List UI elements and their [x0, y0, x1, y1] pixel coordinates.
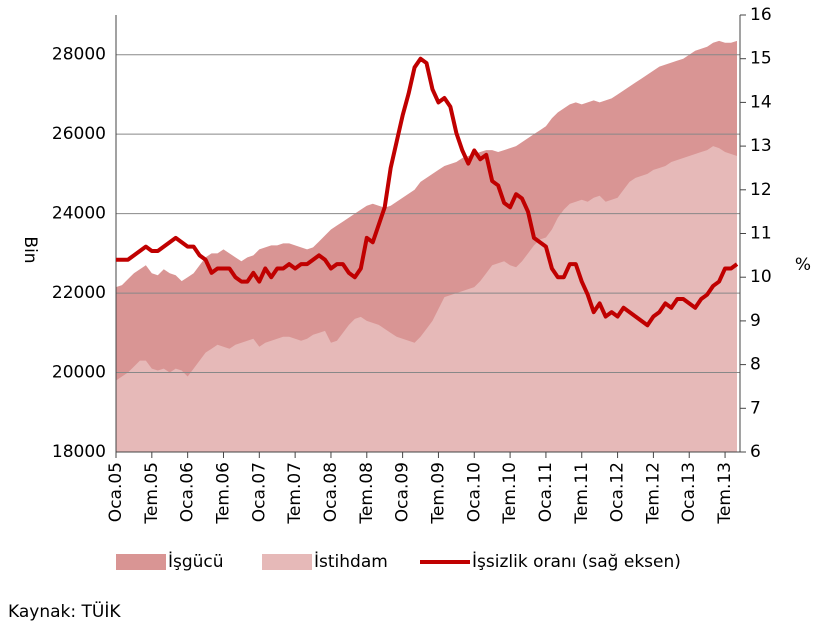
- y2-tick-label: 10: [750, 267, 772, 287]
- x-tick-label: Tem.12: [643, 462, 663, 525]
- x-tick-label: Oca.12: [608, 462, 628, 522]
- y2-tick-label: 6: [750, 442, 761, 462]
- y-tick-label: 18000: [52, 442, 106, 462]
- x-tick-label: Oca.13: [679, 462, 699, 522]
- y2-tick-label: 9: [750, 311, 761, 331]
- x-tick-label: Tem.11: [572, 462, 592, 525]
- x-tick-label: Oca.11: [536, 462, 556, 522]
- legend-label: İşgücü: [168, 551, 224, 572]
- y-tick-label: 26000: [52, 124, 106, 144]
- y2-tick-label: 14: [750, 92, 772, 112]
- legend-label: İstihdam: [314, 551, 388, 572]
- x-tick-label: Oca.09: [393, 462, 413, 522]
- source-note: Kaynak: TÜİK: [8, 600, 121, 622]
- y-tick-label: 22000: [52, 283, 106, 303]
- x-tick-label: Oca.07: [249, 462, 269, 522]
- x-tick-label: Oca.06: [178, 462, 198, 522]
- y2-tick-label: 11: [750, 224, 772, 244]
- line: [116, 56, 739, 328]
- area: [116, 146, 737, 452]
- x-tick-label: Oca.08: [321, 462, 341, 522]
- y2-tick-label: 13: [750, 136, 772, 156]
- y-tick-label: 24000: [52, 204, 106, 224]
- x-tick-label: Tem.13: [715, 462, 735, 525]
- x-tick-label: Oca.05: [106, 462, 126, 522]
- y-tick-label: 28000: [52, 45, 106, 65]
- x-tick-label: Tem.06: [213, 462, 233, 525]
- y2-tick-label: 8: [750, 355, 761, 375]
- y-axis-title: Bin: [20, 236, 40, 263]
- x-tick-label: Tem.08: [357, 462, 377, 525]
- y2-axis-title: %: [795, 255, 811, 275]
- x-tick-label: Tem.10: [500, 462, 520, 525]
- y2-tick-label: 7: [750, 398, 761, 418]
- legend-swatch: [116, 554, 166, 570]
- legend-label: İşsizlik oranı (sağ eksen): [472, 551, 681, 572]
- x-tick-label: Oca.10: [464, 462, 484, 522]
- y-tick-label: 20000: [52, 363, 106, 383]
- y2-tick-label: 12: [750, 180, 772, 200]
- y2-tick-label: 15: [750, 49, 772, 69]
- x-tick-label: Tem.07: [285, 462, 305, 525]
- x-tick-label: Tem.05: [142, 462, 162, 525]
- x-tick-label: Tem.09: [428, 462, 448, 525]
- legend-swatch: [262, 554, 312, 570]
- y2-tick-label: 16: [750, 5, 772, 25]
